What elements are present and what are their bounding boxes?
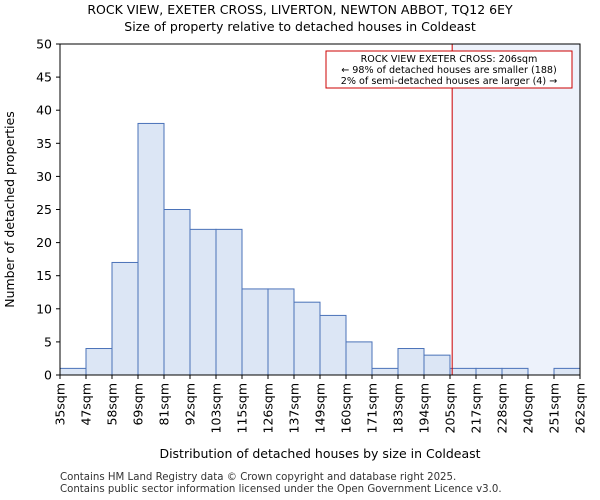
x-tick-label: 103sqm xyxy=(209,383,224,433)
x-tick-label: 251sqm xyxy=(547,383,562,433)
histogram-bar xyxy=(267,288,295,376)
y-tick-label: 30 xyxy=(36,169,52,184)
y-tick-label: 35 xyxy=(36,136,52,151)
x-tick-label: 228sqm xyxy=(495,383,510,433)
x-tick-label: 171sqm xyxy=(365,383,380,433)
y-tick-label: 0 xyxy=(44,368,52,383)
histogram-bar xyxy=(371,367,399,376)
y-tick-label: 10 xyxy=(36,301,52,316)
y-tick-label: 25 xyxy=(36,202,52,217)
histogram-chart: 0 5 10 15 20 25 30 35 40 45 50 35sqm 47sqm 58sqm 69sqm… xyxy=(2,37,588,462)
x-axis-label: Distribution of detached houses by size … xyxy=(159,446,480,461)
footer-copyright: Contains HM Land Registry data © Crown c… xyxy=(60,472,457,483)
histogram-bar xyxy=(137,122,165,376)
y-tick-label: 5 xyxy=(44,334,52,349)
histogram-bar xyxy=(111,261,139,376)
histogram-bar xyxy=(293,301,321,376)
histogram-bar xyxy=(553,367,581,376)
footer-licence: Contains public sector information licen… xyxy=(60,484,502,495)
y-tick-label: 20 xyxy=(36,235,52,250)
histogram-bar xyxy=(241,288,269,376)
histogram-bar xyxy=(475,367,503,376)
x-tick-label: 205sqm xyxy=(443,383,458,433)
annotation-line: ← 98% of detached houses are smaller (18… xyxy=(341,65,557,76)
x-tick-label: 47sqm xyxy=(79,383,94,426)
histogram-bar xyxy=(397,348,425,376)
histogram-bar xyxy=(85,348,113,376)
histogram-bar xyxy=(215,228,243,376)
x-tick-label: 81sqm xyxy=(157,383,172,426)
y-tick-label: 40 xyxy=(36,103,52,118)
histogram-bar xyxy=(189,228,217,376)
x-tick-label: 217sqm xyxy=(469,383,484,433)
chart-title: ROCK VIEW, EXETER CROSS, LIVERTON, NEWTO… xyxy=(87,2,513,17)
y-axis-label: Number of detached properties xyxy=(2,111,17,308)
x-tick-label: 58sqm xyxy=(105,383,120,426)
x-tick-label: 115sqm xyxy=(235,383,250,433)
x-tick-label: 194sqm xyxy=(417,383,432,433)
x-tick-label: 69sqm xyxy=(131,383,146,426)
x-tick-label: 137sqm xyxy=(287,383,302,433)
highlight-region xyxy=(452,44,580,375)
histogram-bar xyxy=(345,341,373,376)
y-tick-label: 45 xyxy=(36,70,52,85)
histogram-bar xyxy=(423,354,451,376)
histogram-bar xyxy=(501,367,529,376)
x-tick-label: 92sqm xyxy=(183,383,198,426)
histogram-bar xyxy=(449,367,477,376)
histogram-bar xyxy=(163,209,191,376)
x-tick-label: 35sqm xyxy=(53,383,68,426)
annotation-box xyxy=(325,50,573,89)
histogram-bar xyxy=(319,314,347,376)
x-tick-label: 240sqm xyxy=(521,383,536,433)
x-tick-label: 149sqm xyxy=(313,383,328,433)
chart-subtitle: Size of property relative to detached ho… xyxy=(124,19,476,34)
x-tick-label: 160sqm xyxy=(339,383,354,433)
x-tick-label: 262sqm xyxy=(573,383,588,433)
annotation-line: ROCK VIEW EXETER CROSS: 206sqm xyxy=(361,54,538,65)
annotation-line: 2% of semi-detached houses are larger (4… xyxy=(341,76,558,87)
y-tick-label: 15 xyxy=(36,268,52,283)
y-tick-label: 50 xyxy=(36,37,52,52)
x-tick-label: 126sqm xyxy=(261,383,276,433)
x-tick-label: 183sqm xyxy=(391,383,406,433)
histogram-bar xyxy=(59,367,87,376)
